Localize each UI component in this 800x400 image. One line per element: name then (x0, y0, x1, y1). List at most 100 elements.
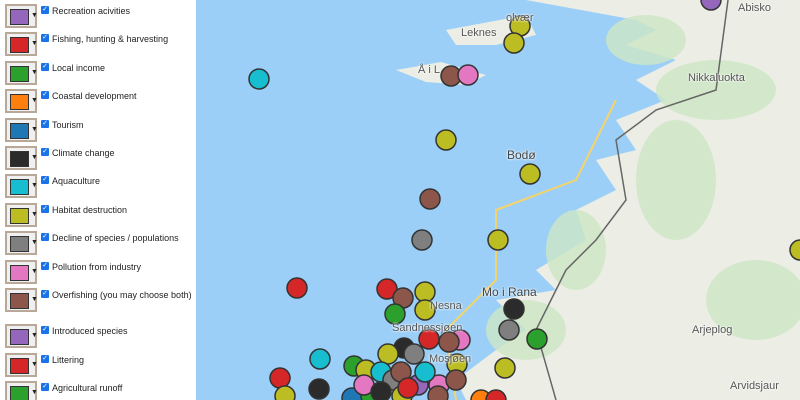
map-marker[interactable] (403, 343, 425, 365)
legend-item: ▼ ✓ Coastal development (0, 88, 196, 116)
map-marker[interactable] (274, 385, 296, 400)
map-marker[interactable] (487, 229, 509, 251)
color-swatch (10, 65, 29, 82)
color-picker[interactable]: ▼ (5, 288, 38, 312)
map-marker[interactable] (414, 361, 436, 383)
color-swatch (10, 37, 29, 54)
map[interactable]: olvær Leknes Å i L Bodø Mo i Rana Nesna Sandne… (196, 0, 800, 400)
map-marker[interactable] (308, 378, 330, 400)
checkbox[interactable]: ✓ (41, 176, 49, 185)
legend-label: Aquaculture (52, 176, 101, 187)
forest-area (606, 15, 686, 65)
map-marker[interactable] (457, 64, 479, 86)
map-canvas[interactable] (196, 0, 800, 400)
map-marker[interactable] (438, 331, 460, 353)
map-marker[interactable] (269, 367, 291, 389)
map-marker[interactable] (519, 163, 541, 185)
checkbox[interactable]: ✓ (41, 261, 49, 270)
map-marker[interactable] (503, 32, 525, 54)
map-marker[interactable] (377, 343, 399, 365)
map-marker[interactable] (248, 68, 270, 90)
map-marker[interactable] (411, 229, 433, 251)
map-marker[interactable] (485, 389, 507, 400)
color-picker[interactable]: ▼ (5, 146, 38, 170)
dropdown-arrow-icon: ▼ (31, 12, 38, 19)
checkbox[interactable]: ✓ (41, 148, 49, 156)
legend-label: Recreation acivities (52, 6, 131, 16)
color-picker[interactable]: ▼ (5, 117, 38, 142)
map-marker[interactable] (494, 357, 516, 379)
color-picker[interactable]: ▼ (5, 352, 38, 377)
checkbox[interactable]: ✓ (41, 119, 49, 128)
country-border (535, 0, 729, 400)
forest-area (486, 300, 566, 360)
legend-item: ▼ ✓ Introduced species (0, 323, 196, 351)
map-marker[interactable] (414, 299, 436, 321)
color-picker[interactable]: ▼ (5, 381, 38, 400)
legend-item: ▼ ✓ Tourism (0, 117, 196, 145)
checkbox[interactable]: ✓ (41, 34, 49, 43)
color-picker[interactable]: ▼ (5, 174, 38, 199)
map-marker[interactable] (503, 298, 525, 320)
dropdown-arrow-icon: ▼ (31, 389, 38, 397)
checkbox[interactable]: ✓ (41, 233, 49, 242)
map-marker[interactable] (376, 278, 398, 300)
dropdown-arrow-icon: ▼ (31, 40, 38, 48)
map-marker[interactable] (397, 377, 419, 399)
legend-label: Habitat destruction (52, 204, 128, 215)
map-marker[interactable] (309, 348, 331, 370)
map-marker[interactable] (445, 369, 467, 391)
legend-item: ▼ ✓ Recreation acivities (0, 3, 196, 31)
color-swatch (10, 207, 29, 224)
map-marker[interactable] (370, 381, 392, 400)
legend-item: ▼ ✓ Decline of species / populations (0, 230, 196, 258)
checkbox[interactable]: ✓ (41, 354, 49, 363)
color-picker[interactable]: ▼ (5, 259, 38, 284)
map-marker[interactable] (427, 385, 449, 400)
checkbox[interactable]: ✓ (41, 204, 49, 213)
color-picker[interactable]: ▼ (5, 324, 38, 349)
map-marker[interactable] (414, 281, 436, 303)
color-picker[interactable]: ▼ (5, 89, 38, 114)
color-picker[interactable]: ▼ (5, 32, 38, 57)
legend-label: Agricultural runoff (52, 383, 123, 394)
map-marker[interactable] (700, 0, 722, 11)
legend-label: Decline of species / populations (52, 233, 179, 244)
checkbox[interactable]: ✓ (41, 383, 49, 392)
checkbox[interactable]: ✓ (41, 326, 49, 335)
legend-label: Introduced species (52, 326, 128, 337)
legend-item: ▼ ✓ Aquaculture (0, 173, 196, 201)
dropdown-arrow-icon: ▼ (31, 296, 38, 303)
color-swatch (10, 9, 29, 25)
forest-area (636, 120, 716, 240)
dropdown-arrow-icon: ▼ (31, 239, 38, 247)
color-picker[interactable]: ▼ (5, 231, 38, 256)
color-swatch (10, 151, 29, 167)
legend-item: ▼ ✓ Agricultural runoff (0, 380, 196, 400)
legend-label: Climate change (52, 148, 115, 158)
map-marker[interactable] (526, 328, 548, 350)
color-swatch (10, 94, 29, 111)
legend-label: Local income (52, 62, 106, 73)
map-marker[interactable] (435, 129, 457, 151)
map-marker[interactable] (419, 188, 441, 210)
color-picker[interactable]: ▼ (5, 202, 38, 227)
color-swatch (10, 386, 29, 400)
map-marker[interactable] (418, 328, 440, 350)
legend-panel: ▼ ✓ Recreation acivities ▼ ✓ Fishing, hunting… (0, 0, 196, 400)
map-marker[interactable] (498, 319, 520, 341)
checkbox[interactable]: ✓ (41, 62, 49, 71)
checkbox[interactable]: ✓ (41, 290, 49, 298)
map-marker[interactable] (286, 277, 308, 299)
checkbox[interactable]: ✓ (41, 91, 49, 100)
map-marker[interactable] (789, 239, 800, 261)
legend-item: ▼ ✓ Climate change (0, 145, 196, 173)
color-swatch (10, 357, 29, 374)
map-marker[interactable] (384, 303, 406, 325)
dropdown-arrow-icon: ▼ (31, 68, 38, 76)
color-picker[interactable]: ▼ (5, 4, 38, 28)
checkbox[interactable]: ✓ (41, 6, 49, 14)
color-picker[interactable]: ▼ (5, 60, 38, 85)
dropdown-arrow-icon: ▼ (31, 267, 38, 275)
dropdown-arrow-icon: ▼ (31, 182, 38, 190)
